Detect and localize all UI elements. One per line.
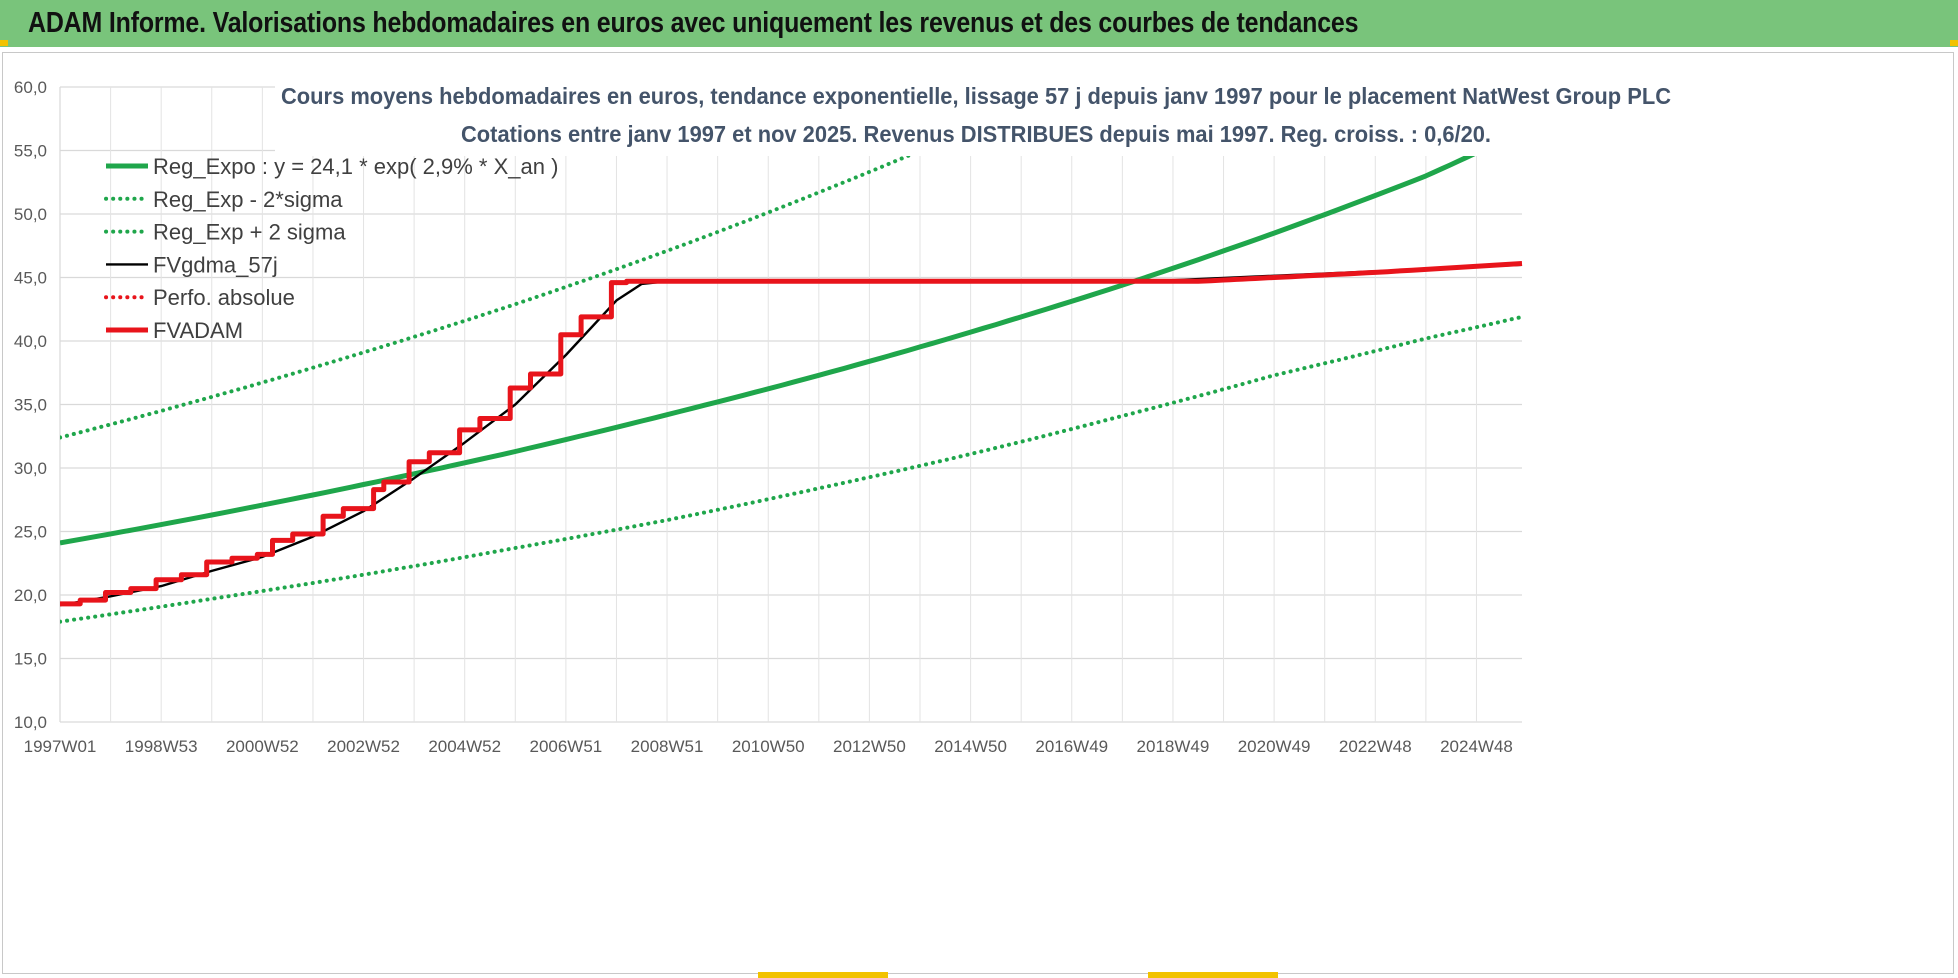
- x-tick-label: 2002W52: [327, 737, 400, 756]
- x-tick-label: 2024W48: [1440, 737, 1513, 756]
- x-axis-ticks: 1997W01 1998W53 2000W52 2002W52 2004W52 2006W…: [24, 737, 1513, 756]
- x-tick-label: 2018W49: [1137, 737, 1210, 756]
- report-banner: ADAM Informe. Valorisations hebdomadaire…: [0, 0, 1958, 50]
- y-tick-label: 40,0: [14, 332, 47, 351]
- gridlines: [59, 86, 1522, 723]
- y-tick-label: 15,0: [14, 650, 47, 669]
- series-line-0: [60, 129, 1524, 546]
- chart-title-line2: Cotations entre janv 1997 et nov 2025. R…: [461, 121, 1491, 147]
- chart-title-line1: Cours moyens hebdomadaires en euros, ten…: [281, 83, 1671, 109]
- y-tick-label: 50,0: [14, 205, 47, 224]
- corner-marker-right: [1950, 40, 1958, 46]
- x-tick-label: 2014W50: [934, 737, 1007, 756]
- series-line-2: [60, 83, 1072, 440]
- x-tick-label: 2022W48: [1339, 737, 1412, 756]
- chart-frame: [2, 52, 1954, 974]
- y-tick-label: 35,0: [14, 396, 47, 415]
- y-tick-label: 20,0: [14, 586, 47, 605]
- x-tick-label: 2004W52: [428, 737, 501, 756]
- legend-label: Reg_Expo : y = 24,1 * exp( 2,9% * X_an ): [153, 154, 558, 179]
- y-tick-label: 10,0: [14, 713, 47, 732]
- corner-marker-left: [0, 40, 8, 46]
- y-tick-label: 25,0: [14, 523, 47, 542]
- legend-label: FVADAM: [153, 318, 243, 343]
- x-tick-label: 2000W52: [226, 737, 299, 756]
- bottom-marker-1: [758, 972, 888, 978]
- bottom-marker-2: [1148, 972, 1278, 978]
- legend: Reg_Expo : y = 24,1 * exp( 2,9% * X_an )…: [104, 154, 558, 343]
- series-lines: [60, 83, 1524, 624]
- y-tick-label: 55,0: [14, 142, 47, 161]
- legend-label: Reg_Exp - 2*sigma: [153, 187, 343, 212]
- y-axis-ticks: 10,0 15,0 20,0 25,0 30,0 35,0 40,0 45,0 50,0 55,0…: [14, 78, 47, 732]
- y-tick-label: 30,0: [14, 459, 47, 478]
- legend-label: Reg_Exp + 2 sigma: [153, 220, 346, 245]
- x-tick-label: 2020W49: [1238, 737, 1311, 756]
- y-tick-label: 45,0: [14, 269, 47, 288]
- x-tick-label: 2012W50: [833, 737, 906, 756]
- legend-label: FVgdma_57j: [153, 252, 278, 277]
- series-line-1: [60, 314, 1524, 624]
- x-tick-label: 2006W51: [529, 737, 602, 756]
- x-tick-label: 2010W50: [732, 737, 805, 756]
- title-backdrop: [275, 78, 1670, 156]
- legend-label: Perfo. absolue: [153, 285, 295, 310]
- x-tick-label: 1997W01: [24, 737, 97, 756]
- x-tick-label: 1998W53: [125, 737, 198, 756]
- y-tick-label: 60,0: [14, 78, 47, 97]
- x-tick-label: 2016W49: [1035, 737, 1108, 756]
- report-title: ADAM Informe. Valorisations hebdomadaire…: [28, 7, 1359, 39]
- x-tick-label: 2008W51: [631, 737, 704, 756]
- series-line-5: [60, 261, 1523, 607]
- series-line-3: [60, 263, 1523, 607]
